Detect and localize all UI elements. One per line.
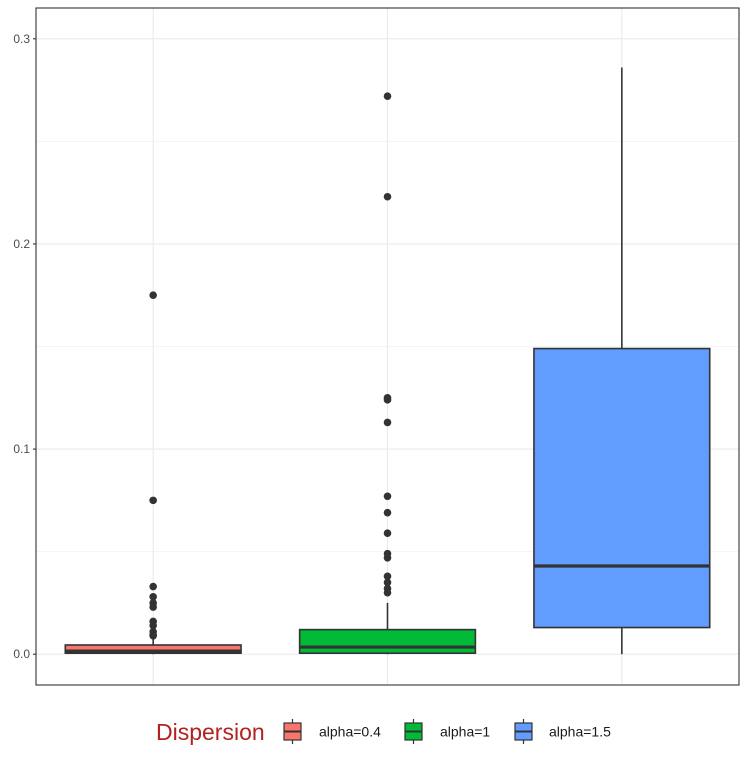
outlier-point [383, 554, 392, 562]
plot-area [64, 67, 711, 655]
plot-panel-border [35, 7, 740, 686]
legend-label: alpha=1.5 [549, 724, 611, 740]
y-axis-tick-label: 0.0 [13, 647, 30, 661]
outlier-point [383, 572, 392, 581]
outlier-point [383, 529, 392, 537]
outlier-point [383, 92, 392, 101]
outlier-point [149, 631, 157, 640]
outlier-point [149, 621, 157, 630]
legend: Dispersion alpha=0.4 alpha=1 alpha=1.5 [156, 719, 611, 745]
box-body [298, 628, 477, 655]
y-axis: 0.0 0.1 0.2 0.3 [13, 32, 36, 661]
y-axis-tick-label: 0.2 [13, 237, 30, 251]
outlier-point [383, 418, 392, 427]
outlier-point [383, 192, 392, 201]
legend-title: Dispersion [156, 719, 265, 745]
box-2 [298, 92, 477, 655]
y-axis-tick-label: 0.1 [13, 442, 30, 456]
outlier-point [383, 588, 392, 597]
legend-label: alpha=1 [440, 724, 490, 740]
legend-item-1: alpha=0.4 [283, 719, 381, 744]
outlier-point [383, 492, 392, 501]
box-1 [64, 291, 242, 655]
legend-items: alpha=0.4 alpha=1 alpha=1.5 [283, 719, 611, 744]
outlier-point [149, 582, 157, 591]
outlier-point [149, 603, 157, 611]
outlier-point [149, 496, 157, 505]
outlier-point [383, 508, 392, 517]
box-body [533, 347, 711, 629]
outlier-point [149, 592, 157, 601]
outlier-point [383, 578, 392, 587]
box-3 [533, 67, 711, 655]
outlier-point [149, 291, 157, 300]
y-axis-tick-label: 0.3 [13, 32, 30, 46]
outlier-point [383, 396, 392, 404]
legend-item-3: alpha=1.5 [514, 719, 611, 744]
legend-label: alpha=0.4 [319, 724, 381, 740]
legend-item-2: alpha=1 [404, 719, 490, 744]
box-body [64, 644, 242, 655]
